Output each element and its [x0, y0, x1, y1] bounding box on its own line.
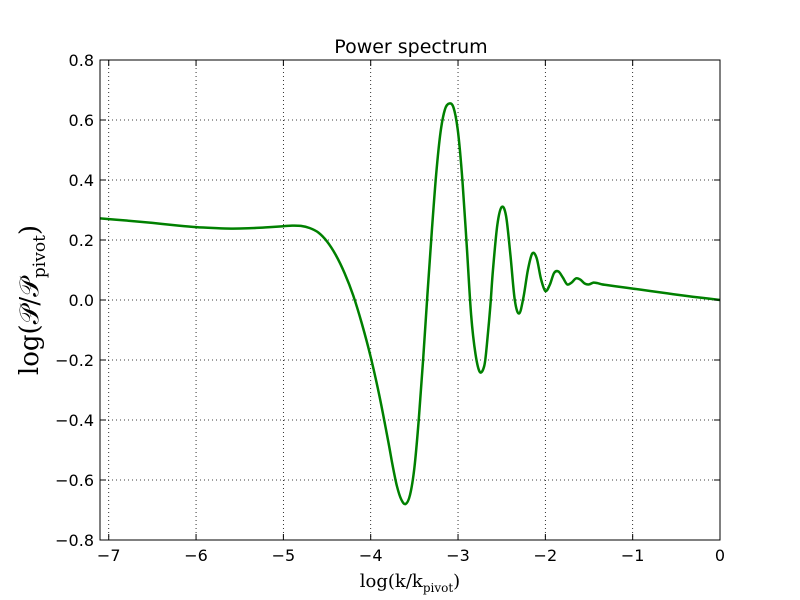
x-axis-label: log(k/kpivot) [360, 571, 460, 595]
y-tick-label: −0.8 [55, 531, 94, 550]
y-tick-label: −0.6 [55, 471, 94, 490]
y-tick-label: 0.2 [69, 231, 94, 250]
y-tick-label: 0.6 [69, 111, 94, 130]
y-tick-label: 0.4 [69, 171, 94, 190]
y-axis-label-close: ) [15, 225, 45, 235]
series-line [99, 102, 721, 506]
x-tick-label: −1 [621, 546, 645, 565]
x-tick-label: −7 [97, 546, 121, 565]
chart-title: Power spectrum [334, 36, 487, 58]
x-tick-label: −6 [184, 546, 208, 565]
x-tick-label: −5 [272, 546, 296, 565]
ticks [100, 59, 721, 541]
y-axis-label-sub: pivot [30, 235, 50, 278]
x-axis-label-sub: pivot [423, 581, 454, 595]
y-tick-label: 0.8 [69, 51, 94, 70]
x-tick-labels: −7 −6 −5 −4 −3 −2 −1 0 [97, 546, 725, 565]
y-tick-label: 0.0 [69, 291, 94, 310]
y-tick-labels: −0.8 −0.6 −0.4 −0.2 0.0 0.2 0.4 0.6 0.8 [55, 51, 94, 550]
x-axis-label-main: log(k/k [360, 571, 424, 592]
series-layer [99, 102, 721, 506]
x-tick-label: 0 [715, 546, 725, 565]
y-tick-label: −0.4 [55, 411, 94, 430]
x-axis-label-close: ) [453, 571, 460, 592]
y-tick-label: −0.2 [55, 351, 94, 370]
y-axis-label-main: log(𝒫/𝒫 [15, 275, 45, 375]
x-tick-label: −4 [359, 546, 383, 565]
x-tick-label: −2 [534, 546, 558, 565]
y-axis-label: log(𝒫/𝒫pivot) [15, 225, 50, 375]
x-tick-label: −3 [446, 546, 470, 565]
